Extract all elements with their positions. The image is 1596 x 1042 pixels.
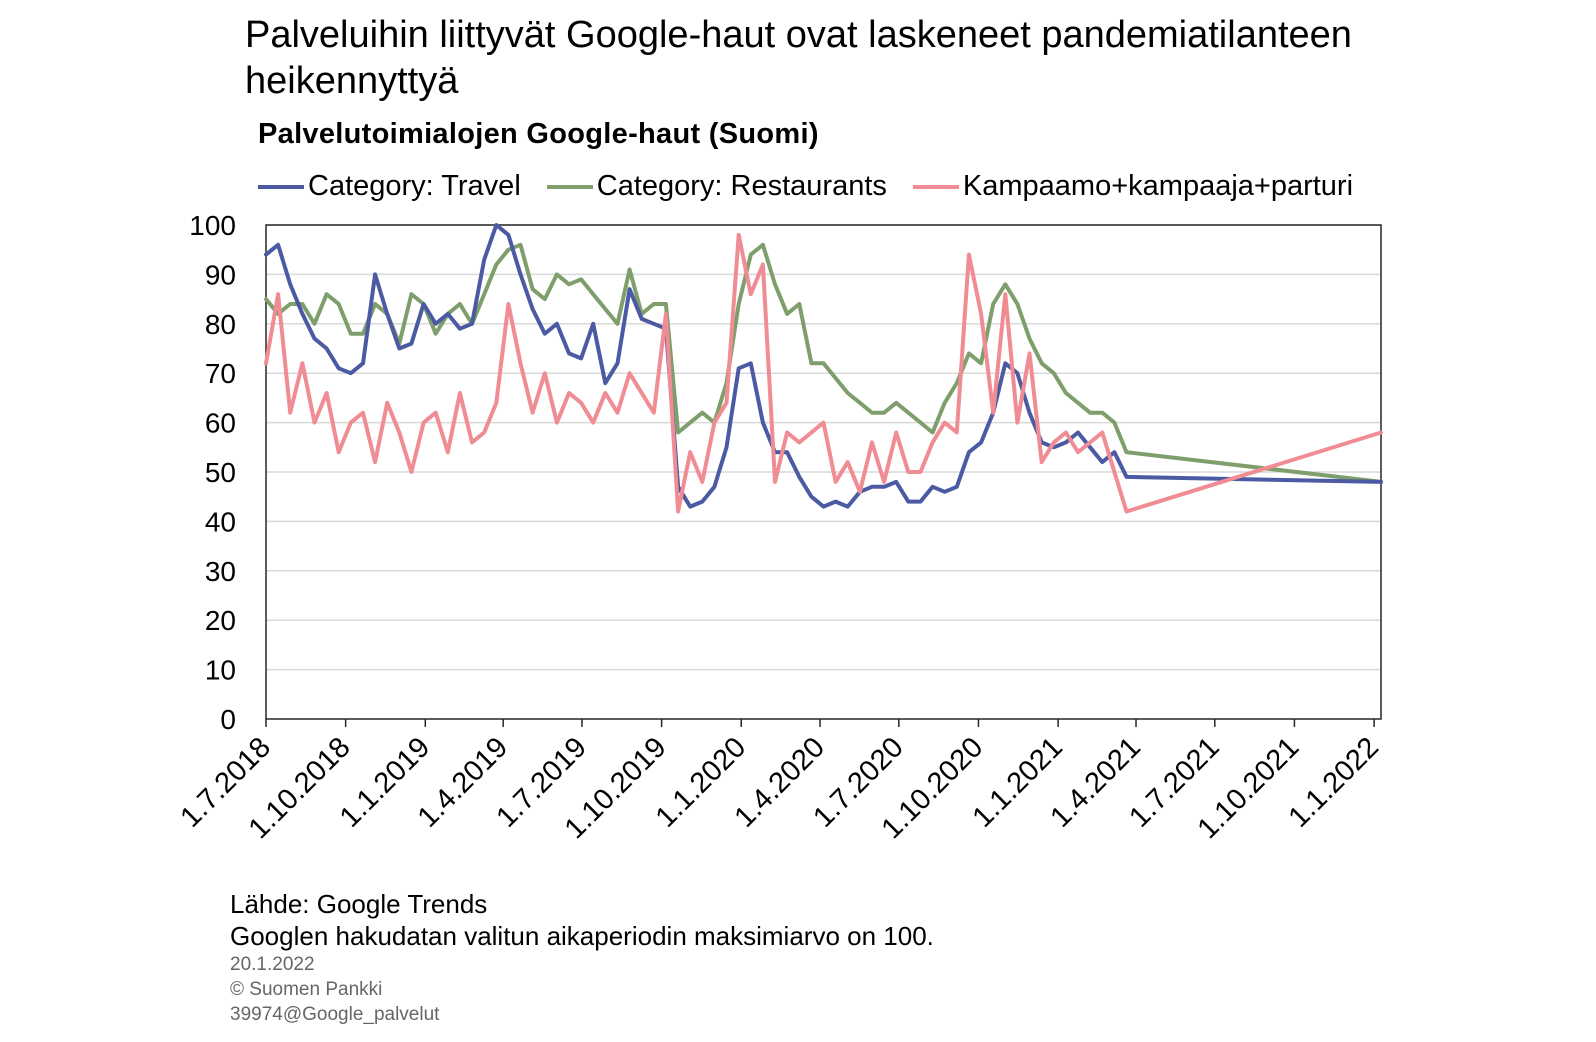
y-tick-label: 70: [205, 358, 236, 389]
chart-title: Palvelutoimialojen Google-haut (Suomi): [258, 118, 819, 150]
y-tick-label: 40: [205, 506, 236, 537]
legend: Category: Travel Category: Restaurants K…: [258, 170, 1353, 203]
source-note: Lähde: Google Trends: [230, 889, 488, 919]
legend-item-restaurants: Category: Restaurants: [546, 170, 887, 203]
legend-swatch-travel: [258, 184, 304, 189]
series-line-1: [264, 242, 1383, 484]
chart-code: 39974@Google_palvelut: [230, 1004, 440, 1025]
footnote: Googlen hakudatan valitun aikaperiodin m…: [230, 921, 934, 951]
publish-date: 20.1.2022: [230, 954, 315, 975]
copyright: © Suomen Pankki: [230, 979, 383, 1000]
y-tick-label: 60: [205, 408, 236, 439]
plot-area: [265, 224, 1382, 720]
y-tick-label: 20: [205, 605, 236, 636]
series-line-2: [264, 232, 1383, 514]
legend-item-hairdresser: Kampaamo+kampaaja+parturi: [912, 170, 1354, 203]
legend-label-travel: Category: Travel: [308, 170, 521, 202]
y-tick-label: 100: [189, 210, 236, 241]
legend-swatch-hairdresser: [912, 184, 959, 189]
y-tick-label: 80: [205, 309, 236, 340]
legend-label-hairdresser: Kampaamo+kampaaja+parturi: [962, 170, 1354, 202]
y-tick-label: 50: [205, 457, 236, 488]
legend-label-restaurants: Category: Restaurants: [596, 170, 887, 202]
y-tick-label: 0: [220, 704, 236, 735]
y-tick-label: 90: [205, 259, 236, 290]
legend-item-travel: Category: Travel: [258, 170, 521, 203]
y-tick-label: 10: [205, 655, 236, 686]
legend-swatch-restaurants: [546, 184, 593, 189]
y-tick-label: 30: [205, 556, 236, 587]
headline: Palveluihin liittyvät Google-haut ovat l…: [245, 14, 1352, 102]
notes: Lähde: Google Trends Googlen hakudatan v…: [230, 888, 934, 952]
meta: 20.1.2022 © Suomen Pankki 39974@Google_p…: [230, 952, 439, 1027]
